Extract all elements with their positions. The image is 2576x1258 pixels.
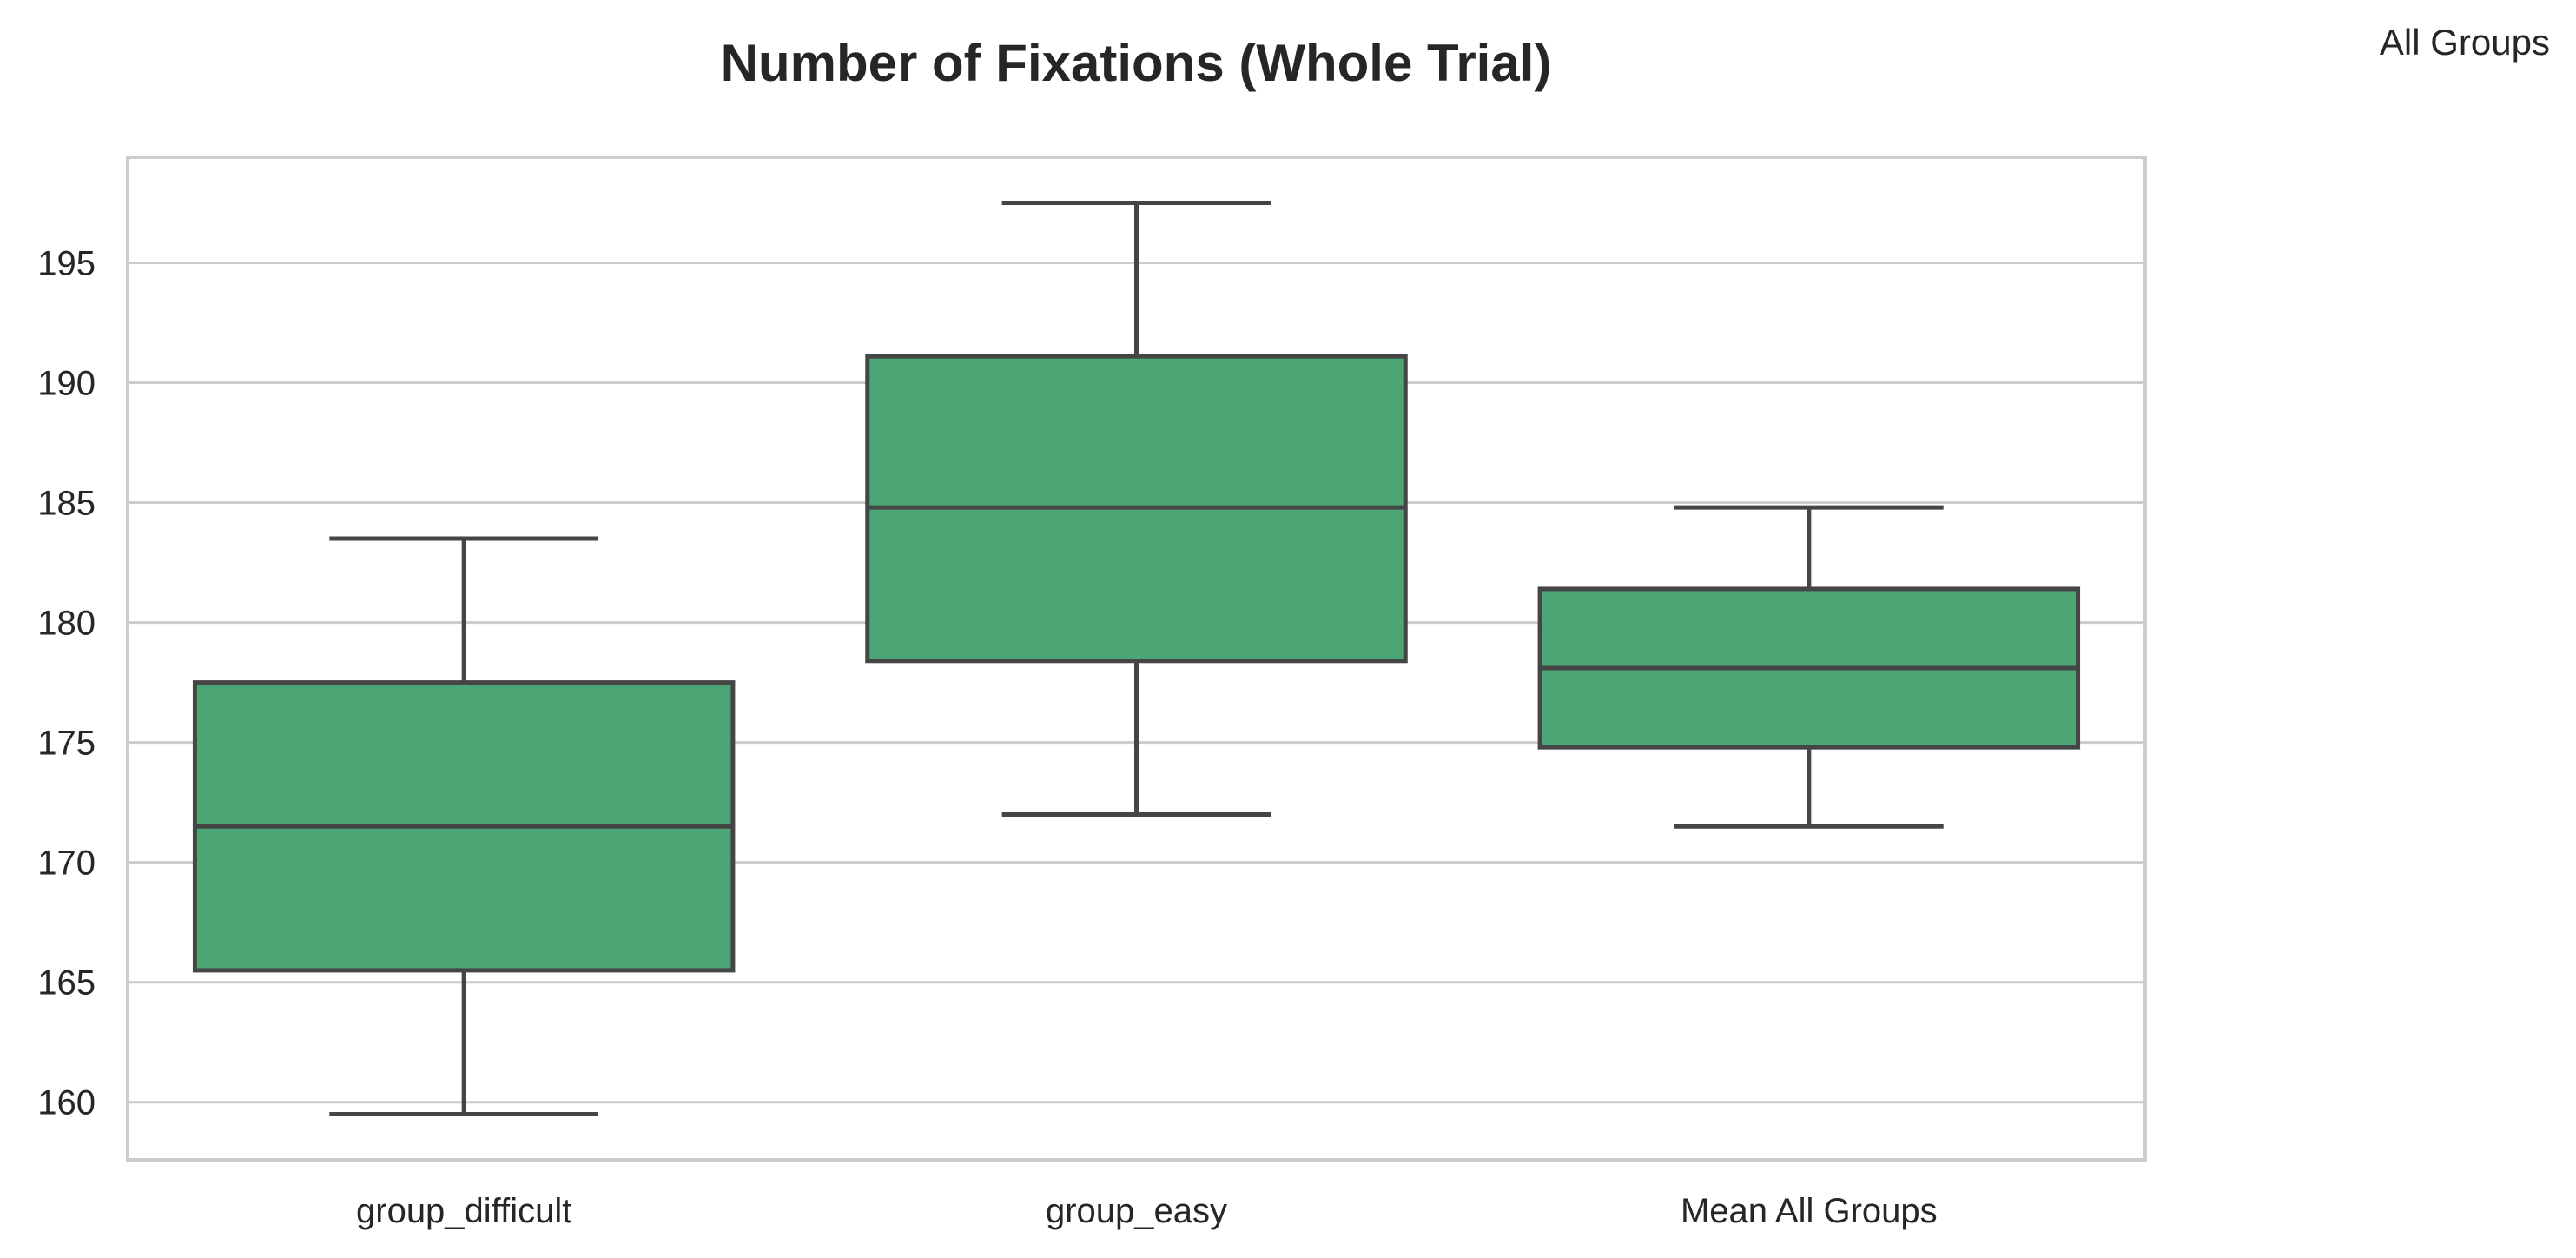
x-axis-ticks: group_difficult group_easy Mean All Groups (356, 1192, 1938, 1230)
box-group_easy (865, 200, 1408, 817)
y-tick-label: 195 (37, 244, 96, 282)
y-tick-label: 175 (37, 725, 96, 763)
y-tick-label: 185 (37, 485, 96, 523)
legend-label: All Groups (2380, 22, 2550, 63)
y-tick-label: 165 (37, 964, 96, 1003)
box-group_difficult (192, 536, 736, 1117)
box-group (192, 200, 2081, 1117)
plot-frame (126, 156, 2147, 1162)
y-tick-label: 190 (37, 365, 96, 403)
x-tick-label: group_easy (1046, 1192, 1227, 1230)
x-tick-label: group_difficult (356, 1192, 571, 1230)
y-tick-label: 170 (37, 844, 96, 883)
x-tick-label: Mean All Groups (1681, 1192, 1938, 1230)
y-tick-label: 180 (37, 605, 96, 643)
y-tick-label: 160 (37, 1084, 96, 1122)
y-axis-ticks: 160 165 170 175 180 185 190 195 (37, 244, 96, 1122)
box-Mean All Groups (1537, 505, 2081, 829)
chart-title: Number of Fixations (Whole Trial) (721, 34, 1552, 92)
